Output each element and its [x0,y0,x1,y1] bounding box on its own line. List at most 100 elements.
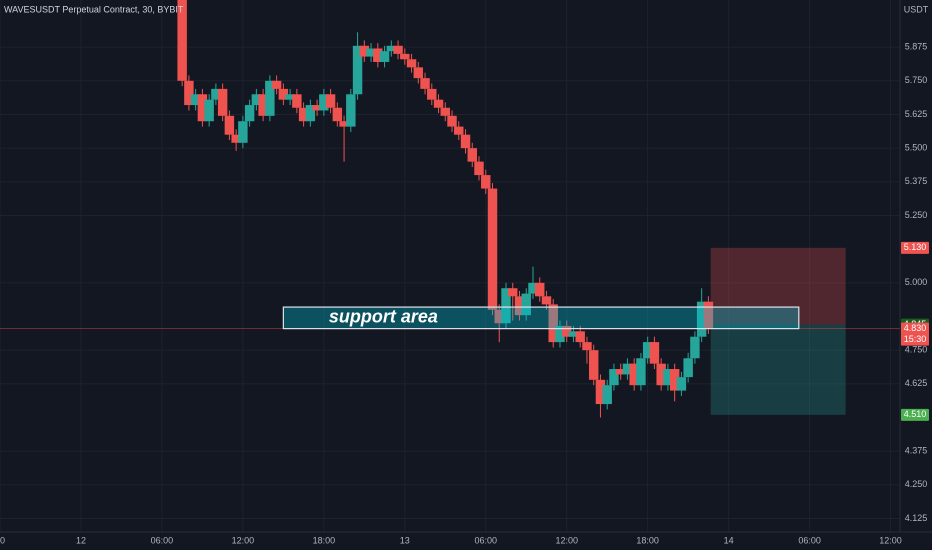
candle-body [406,59,417,68]
target-badge [901,408,929,421]
candle-body [211,88,221,100]
y-tick-label: 4.375 [905,446,928,456]
y-tick-label: 5.250 [905,210,928,220]
candle-body [487,188,498,310]
candle-body [683,358,693,378]
candle-body [561,325,572,337]
candle-body [467,148,477,162]
x-tick-label: 06:00 [474,535,497,545]
candle-body [514,296,525,316]
candle-body [359,45,370,57]
candle-body [494,309,504,324]
y-tick-label: 5.750 [905,75,928,85]
y-tick-label: 4.250 [905,479,928,489]
candle-body [669,369,680,391]
candle-body [582,342,592,351]
support-label: support area [329,307,438,327]
candle-body [703,301,714,329]
candle-body [629,363,639,386]
y-tick-label: 5.625 [905,109,928,119]
chart-title: WAVESUSDT Perpetual Contract, 30, BYBIT [4,4,184,14]
candle-body [508,288,518,297]
target-label: 4.510 [904,409,927,419]
candle-body [400,53,410,60]
candle-body [481,175,491,189]
stop-zone [710,247,846,325]
candle-body [292,94,302,108]
candle-body [238,121,248,143]
candle-body [379,51,390,62]
candle-body [271,80,282,89]
candle-body [663,369,673,386]
candle-body [474,161,484,176]
candle-body [332,107,343,122]
y-tick-label: 5.375 [905,176,928,186]
candle-body [217,88,228,116]
candle-body [184,80,194,106]
candle-body [265,80,275,116]
y-tick-label: 4.125 [905,513,928,523]
candle-body [278,88,289,100]
y-tick-label: 5.000 [905,277,928,287]
x-tick-label: 14 [724,535,734,545]
candle-body [636,358,646,386]
candle-body [521,293,531,316]
stop-label: 5.130 [904,242,927,252]
candle-body [622,363,633,375]
candle-body [339,121,349,127]
candle-body [204,99,214,122]
last-price-badge [901,322,929,346]
x-tick-label: 12:00 [232,535,255,545]
candle-body [224,115,235,135]
candle-body [197,94,208,122]
candle-body [575,331,585,343]
x-tick-label: 06:00 [798,535,821,545]
candle-body [454,126,464,135]
last-price-label: 4.830 [904,323,927,333]
y-unit: USDT [904,4,929,14]
stop-badge [901,241,929,254]
x-tick-label: 12:00 [555,535,578,545]
candle-body [413,67,424,79]
candle-body [615,369,626,375]
candle-body [548,304,558,343]
candle-body [609,369,619,386]
candle-body [298,107,309,122]
x-tick-label: 18:00 [313,535,336,545]
x-tick-label: 13 [400,535,410,545]
candle-body [366,48,376,57]
candle-body [305,105,316,122]
candle-body [528,282,538,294]
candle-body [642,342,653,359]
candle-body [501,288,511,324]
x-tick-label: 00 [0,535,5,545]
candle-body [460,134,471,149]
target-zone [710,324,846,415]
candle-body [319,94,329,111]
candle-body [393,45,403,54]
candle-body [386,45,397,52]
candle-body [690,336,700,359]
candle-body [285,94,295,100]
candle-body [312,105,322,111]
y-tick-label: 5.875 [905,42,928,52]
y-tick-label: 4.625 [905,378,928,388]
candle-body [447,115,457,127]
candle-body [346,94,356,127]
x-tick-label: 06:00 [151,535,174,545]
candle-body [244,105,255,122]
countdown-label: 15:30 [904,334,927,344]
candle-body [656,363,666,386]
candle-body [440,107,450,116]
support-zone [282,306,800,330]
x-tick-label: 12 [76,535,86,545]
y-tick-label: 5.500 [905,143,928,153]
candle-body [588,350,599,380]
x-tick-label: 18:00 [636,535,659,545]
candle-body [535,282,545,297]
candle-body [649,342,660,364]
candle-body [251,94,262,106]
candle-body [231,134,241,143]
